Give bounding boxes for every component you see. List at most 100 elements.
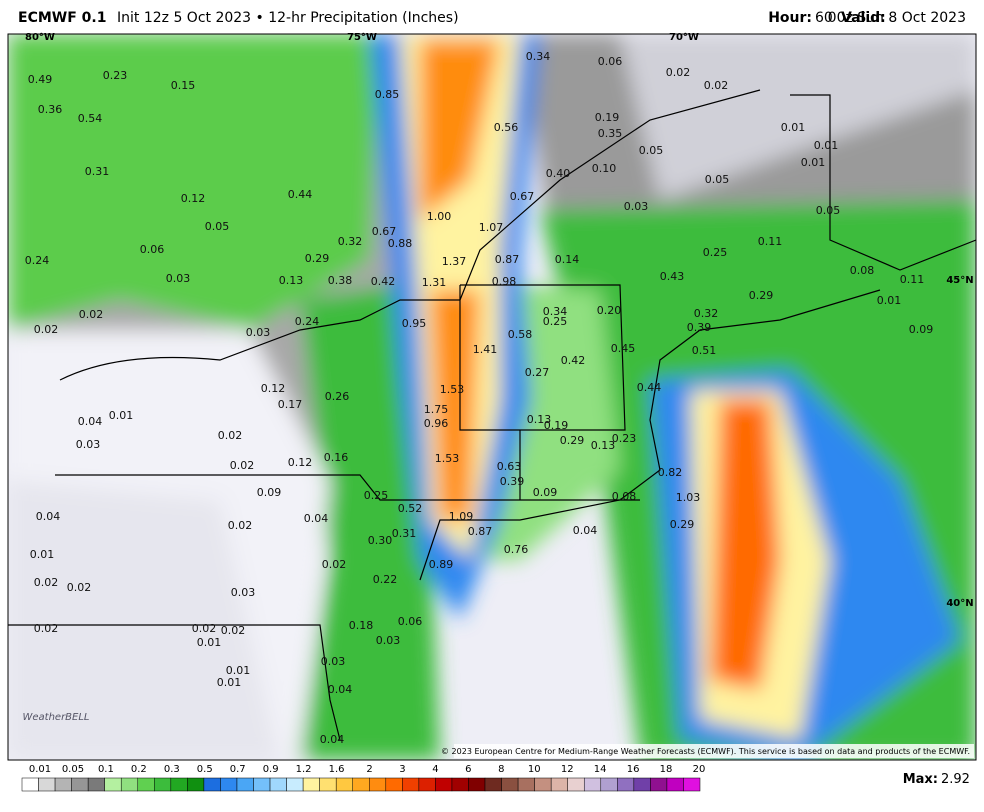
precip-label: 0.98 [492,275,517,288]
colorbar-swatch [650,777,668,792]
colorbar-swatch [435,777,453,792]
colorbar-swatch [319,777,337,792]
credit: © 2023 European Centre for Medium-Range … [441,747,970,756]
colorbar-swatch [517,777,535,792]
valid-label: Valid: [841,10,886,26]
precip-label: 0.20 [597,304,622,317]
colorbar-label: 6 [465,764,471,775]
colorbar-swatch [402,777,420,792]
precip-label: 0.87 [468,525,493,538]
colorbar-swatch [253,777,271,792]
colorbar-swatch [71,777,89,792]
precip-label: 0.10 [592,162,617,175]
colorbar-swatch [418,777,436,792]
colorbar-label: 1.6 [329,764,345,775]
precip-label: 0.31 [85,165,110,178]
colorbar-label: 0.7 [230,764,246,775]
precip-label: 0.34 [526,50,551,63]
precip-label: 0.13 [279,274,304,287]
max-label: Max: [903,772,938,787]
colorbar-swatch [54,777,72,792]
colorbar-swatch [583,777,602,792]
precip-label: 0.03 [166,272,191,285]
precip-label: 0.08 [612,490,637,503]
colorbar-swatch [484,777,502,792]
precip-label: 0.09 [909,323,934,336]
colorbar-label: 0.5 [197,764,213,775]
precip-label: 0.05 [205,220,230,233]
precip-label: 1.03 [676,491,701,504]
colorbar-swatch [600,777,618,792]
colorbar-label: 2 [366,764,372,775]
precip-label: 0.25 [543,315,568,328]
precip-label: 0.25 [364,489,389,502]
colorbar-label: 12 [561,764,574,775]
precip-label: 1.00 [427,210,452,223]
precip-label: 0.25 [703,246,728,259]
precip-label: 0.18 [349,619,374,632]
precip-label: 0.06 [598,55,623,68]
precip-label: 0.96 [424,417,449,430]
precip-label: 0.29 [749,289,774,302]
precip-label: 0.29 [305,252,330,265]
precip-label: 0.22 [373,573,398,586]
logo: WeatherBELL [22,712,89,723]
precip-label: 0.01 [814,139,839,152]
precip-label: 0.29 [560,434,585,447]
precip-label: 0.29 [670,518,695,531]
precip-label: 1.07 [479,221,504,234]
colorbar-label: 18 [660,764,673,775]
colorbar-swatch [534,777,552,792]
precip-label: 0.27 [525,366,550,379]
precip-label: 0.13 [591,439,616,452]
precip-label: 0.02 [67,581,92,594]
precip-label: 0.04 [320,733,345,746]
precip-label: 0.63 [497,460,522,473]
colorbar-label: 14 [594,764,607,775]
precip-label: 0.03 [624,200,649,213]
precip-label: 0.04 [328,683,353,696]
colorbar-swatch [633,777,651,792]
precip-label: 0.23 [612,432,637,445]
precip-label: 0.01 [109,409,134,422]
colorbar-swatch [269,777,287,792]
precip-label: 0.31 [392,527,417,540]
precip-label: 0.95 [402,317,427,330]
precip-label: 0.56 [494,121,519,134]
precip-label: 0.03 [376,634,401,647]
precip-label: 0.01 [217,676,242,689]
precip-label: 0.11 [758,235,783,248]
precip-label: 0.12 [261,382,286,395]
precip-label: 0.67 [510,190,535,203]
precip-label: 0.02 [228,519,253,532]
precip-label: 0.76 [504,543,529,556]
precip-label: 0.12 [181,192,206,205]
colorbar-swatch [302,777,320,792]
colorbar-swatch [87,777,105,792]
colorbar-label: 16 [627,764,640,775]
colorbar-label: 1.2 [296,764,312,775]
precip-label: 0.54 [78,112,103,125]
colorbar-swatch [286,777,304,792]
precip-label: 0.01 [877,294,902,307]
precip-label: 1.41 [473,343,498,356]
precip-label: 0.04 [78,415,103,428]
precip-label: 1.53 [435,452,460,465]
hour-label: Hour: [768,10,812,26]
precip-label: 0.02 [230,459,255,472]
colorbar-label: 10 [528,764,541,775]
colorbar-label: 4 [432,764,438,775]
precip-label: 0.45 [611,342,636,355]
max-value: 2.92 [941,772,970,787]
colorbar-swatch [617,777,635,792]
precip-label: 0.87 [495,253,520,266]
colorbar-swatch [120,777,139,792]
colorbar-swatch [203,777,221,792]
precip-label: 0.52 [398,502,423,515]
precip-label: 0.44 [288,188,313,201]
colorbar-swatch [137,777,155,792]
precip-label: 0.19 [595,111,620,124]
precip-label: 0.06 [398,615,423,628]
precip-label: 0.04 [304,512,329,525]
